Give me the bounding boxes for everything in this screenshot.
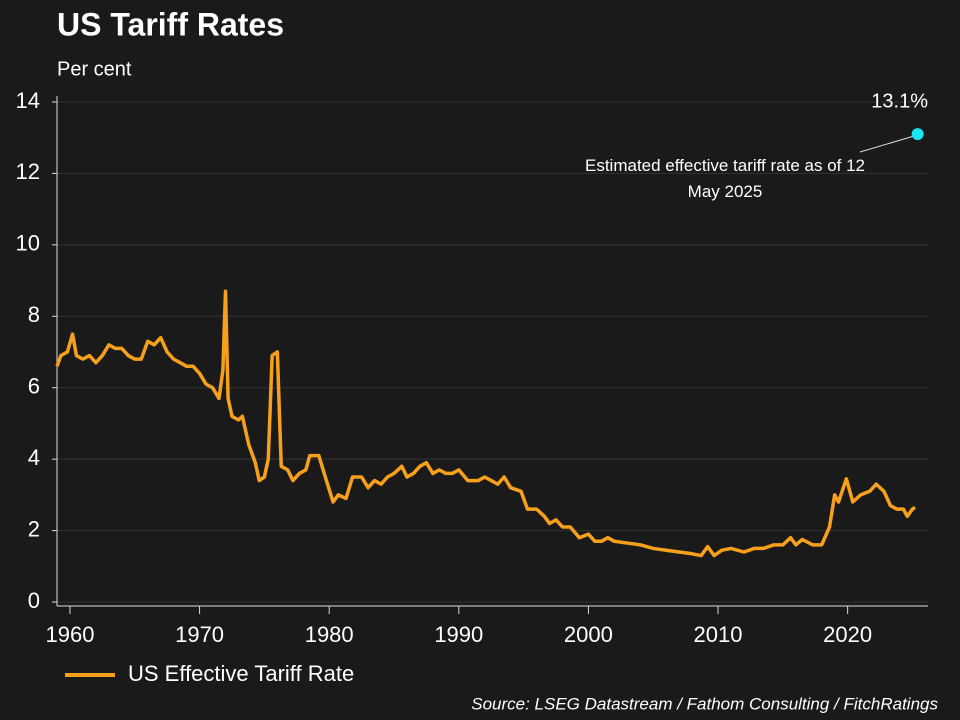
annotation: Estimated effective tariff rate as of 12… bbox=[584, 156, 866, 201]
y-tick-label: 4 bbox=[28, 445, 40, 470]
chart-title: US Tariff Rates bbox=[57, 6, 284, 42]
x-tick-label: 2000 bbox=[564, 622, 613, 647]
x-tick-label: 1990 bbox=[434, 622, 483, 647]
chart-subtitle: Per cent bbox=[57, 58, 132, 80]
legend-label: US Effective Tariff Rate bbox=[128, 661, 354, 686]
y-tick-label: 14 bbox=[16, 88, 40, 113]
y-tick-label: 0 bbox=[28, 588, 40, 613]
x-tick-label: 1960 bbox=[45, 622, 94, 647]
source: Source: LSEG Datastream / Fathom Consult… bbox=[471, 694, 938, 713]
highlight-point bbox=[911, 128, 924, 141]
data-line bbox=[55, 289, 917, 558]
x-tick-label: 1980 bbox=[305, 622, 354, 647]
leader-line bbox=[859, 135, 914, 153]
y-tick-label: 6 bbox=[28, 374, 40, 399]
y-tick-label: 12 bbox=[16, 159, 40, 184]
y-tick-label: 8 bbox=[28, 302, 40, 327]
x-tick-label: 1970 bbox=[175, 622, 224, 647]
highlight-label: 13.1% bbox=[871, 90, 928, 112]
x-tick-label: 2020 bbox=[823, 622, 872, 647]
x-tick-label: 2010 bbox=[694, 622, 743, 647]
y-tick-label: 10 bbox=[16, 231, 40, 256]
y-tick-label: 2 bbox=[28, 516, 40, 541]
